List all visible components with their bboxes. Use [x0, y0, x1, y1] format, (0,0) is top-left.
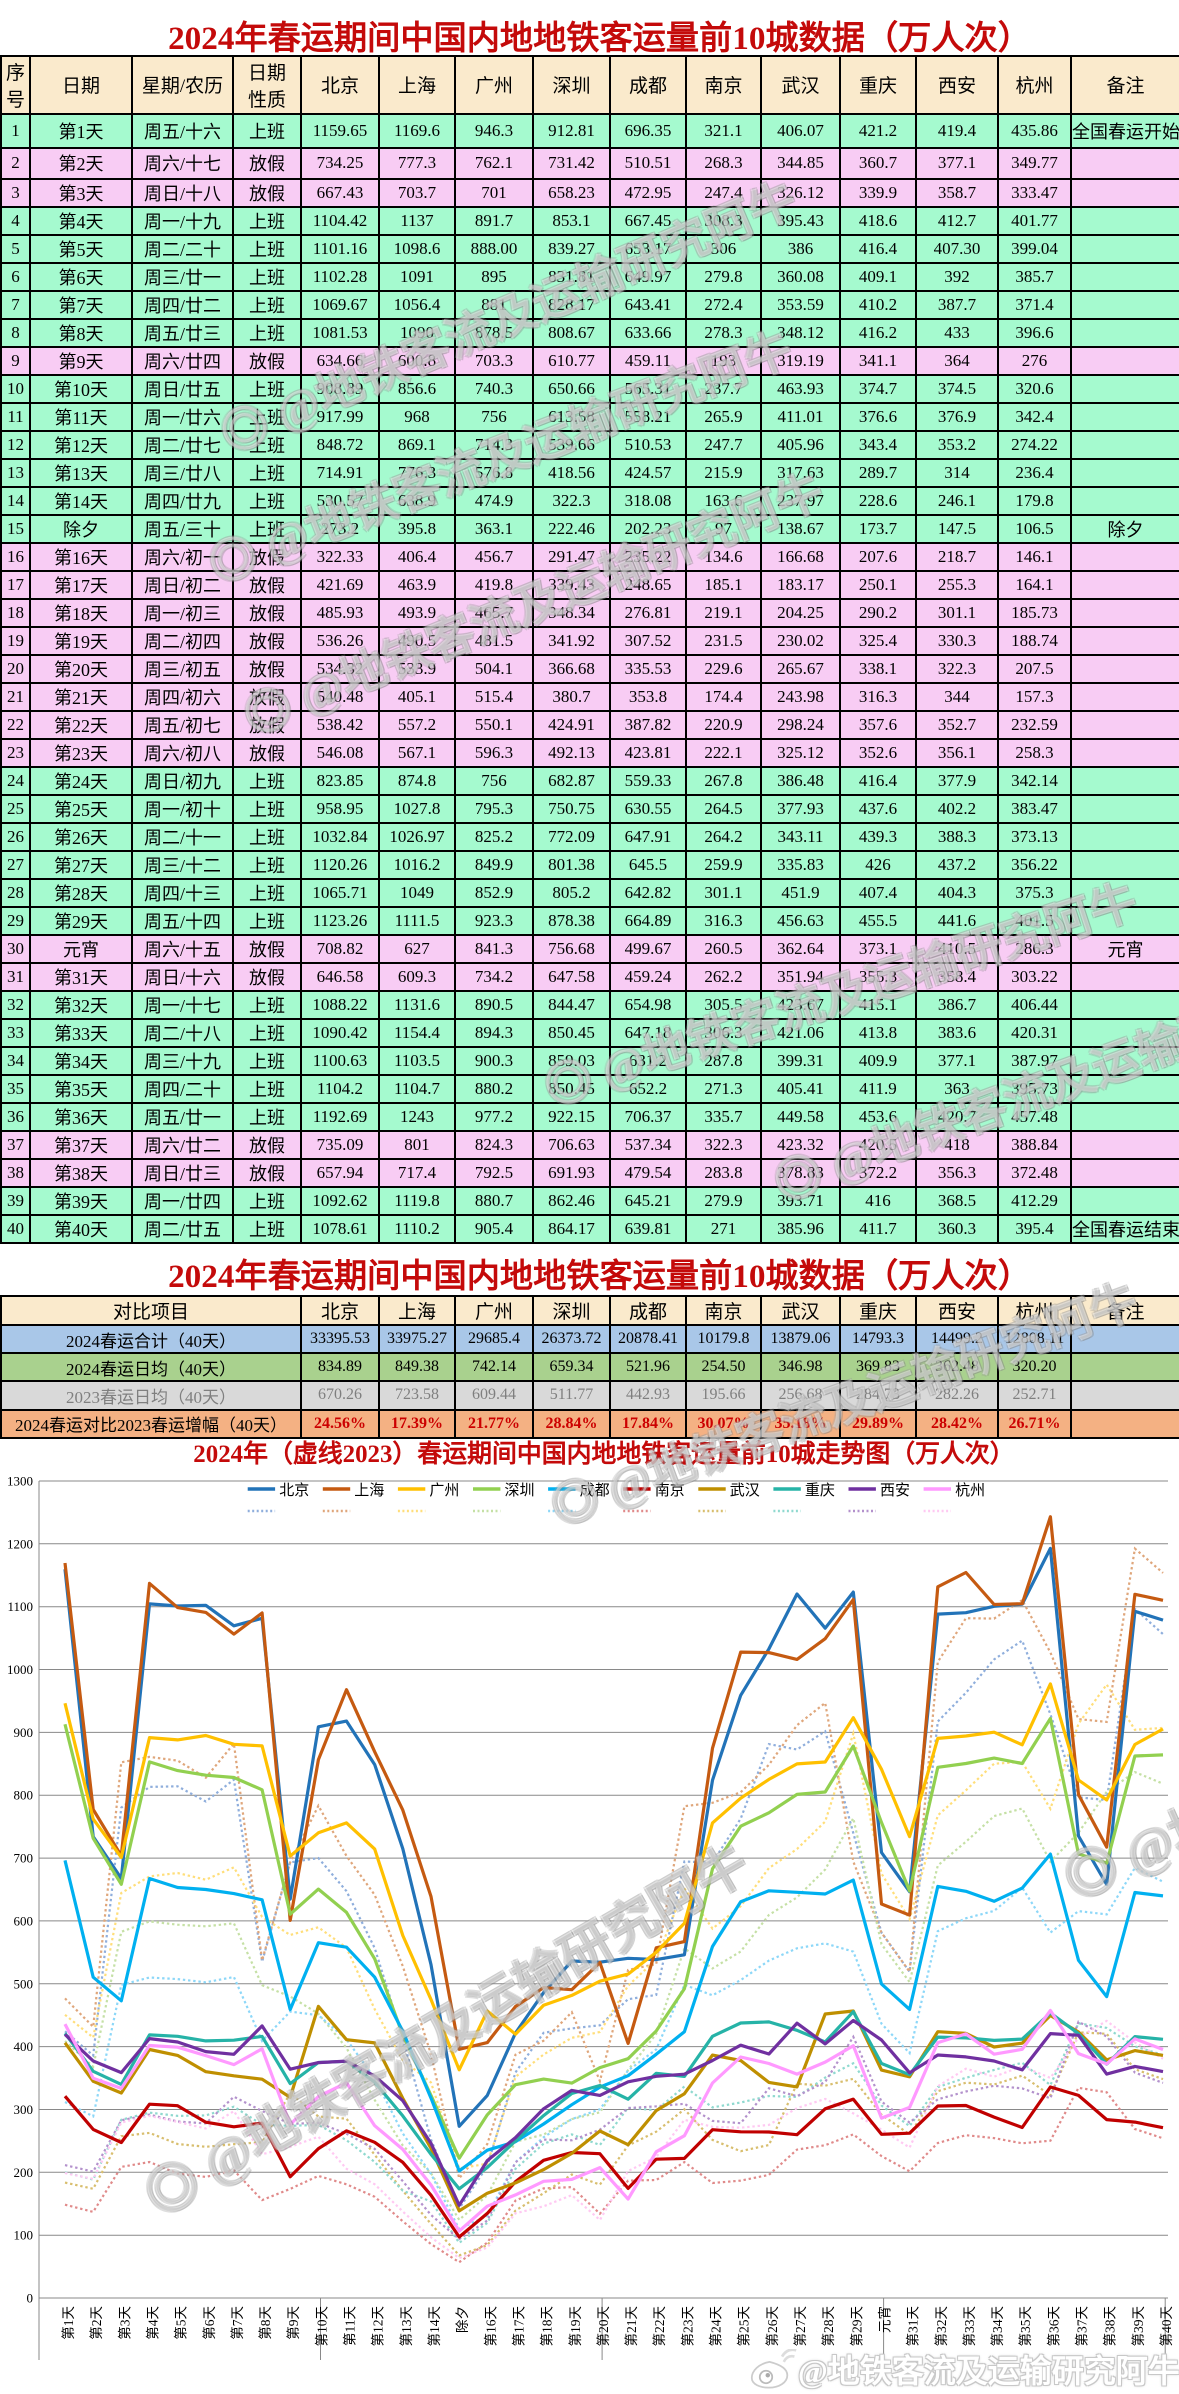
svg-text:200: 200 [14, 2165, 34, 2180]
svg-text:第35天: 第35天 [1017, 2306, 1033, 2347]
svg-text:1100: 1100 [7, 1599, 33, 1614]
svg-text:第31天: 第31天 [905, 2306, 921, 2347]
svg-text:第13天: 第13天 [398, 2306, 414, 2347]
svg-text:成都: 成都 [580, 1482, 610, 1499]
svg-text:第27天: 第27天 [792, 2306, 808, 2347]
svg-text:第39天: 第39天 [1130, 2306, 1146, 2347]
svg-text:第16天: 第16天 [482, 2306, 498, 2347]
svg-text:南京: 南京 [655, 1482, 685, 1499]
svg-text:第28天: 第28天 [820, 2306, 836, 2347]
svg-text:重庆: 重庆 [805, 1482, 835, 1499]
svg-text:第9天: 第9天 [285, 2306, 301, 2340]
svg-text:第19天: 第19天 [567, 2306, 583, 2347]
svg-text:第14天: 第14天 [426, 2306, 442, 2347]
svg-text:除夕: 除夕 [455, 2306, 470, 2333]
svg-text:元宵: 元宵 [877, 2306, 893, 2333]
svg-text:400: 400 [14, 2039, 34, 2054]
svg-text:深圳: 深圳 [505, 1482, 535, 1499]
svg-text:第8天: 第8天 [257, 2306, 273, 2340]
svg-text:第33天: 第33天 [961, 2306, 977, 2347]
svg-text:第2天: 第2天 [88, 2306, 104, 2340]
svg-text:第37天: 第37天 [1074, 2306, 1090, 2347]
svg-text:600: 600 [14, 1913, 34, 1928]
svg-text:第36天: 第36天 [1045, 2306, 1061, 2347]
svg-text:100: 100 [14, 2228, 34, 2243]
svg-text:西安: 西安 [880, 1482, 910, 1499]
svg-text:第5天: 第5天 [173, 2306, 189, 2340]
svg-text:武汉: 武汉 [730, 1482, 760, 1499]
svg-text:上海: 上海 [354, 1482, 384, 1499]
svg-text:杭州: 杭州 [955, 1482, 985, 1499]
svg-text:800: 800 [14, 1788, 34, 1803]
svg-text:第4天: 第4天 [145, 2306, 161, 2340]
svg-text:第26天: 第26天 [764, 2306, 780, 2347]
svg-text:1300: 1300 [7, 1474, 33, 1489]
svg-text:北京: 北京 [279, 1482, 309, 1499]
svg-text:第17天: 第17天 [511, 2306, 527, 2347]
svg-text:第34天: 第34天 [989, 2306, 1005, 2347]
svg-text:1000: 1000 [7, 1662, 33, 1677]
svg-text:700: 700 [14, 1851, 34, 1866]
svg-text:第32天: 第32天 [933, 2306, 949, 2347]
svg-text:第7天: 第7天 [229, 2306, 245, 2340]
svg-text:第24天: 第24天 [708, 2306, 724, 2347]
svg-text:900: 900 [14, 1725, 34, 1740]
svg-text:第18天: 第18天 [539, 2306, 555, 2347]
svg-text:第29天: 第29天 [848, 2306, 864, 2347]
svg-text:第12天: 第12天 [370, 2306, 386, 2347]
svg-text:2024年（虚线2023）春运期间中国内地地铁客运量前10城: 2024年（虚线2023）春运期间中国内地地铁客运量前10城走势图（万人次） [193, 1439, 1014, 1468]
svg-text:0: 0 [27, 2291, 34, 2306]
svg-text:第40天: 第40天 [1158, 2306, 1174, 2347]
svg-text:第20天: 第20天 [595, 2306, 611, 2347]
svg-text:第21天: 第21天 [623, 2306, 639, 2347]
svg-text:第11天: 第11天 [342, 2306, 358, 2346]
svg-text:第22天: 第22天 [651, 2306, 667, 2347]
svg-text:第38天: 第38天 [1102, 2306, 1118, 2347]
svg-text:300: 300 [14, 2102, 34, 2117]
svg-text:第23天: 第23天 [679, 2306, 695, 2347]
svg-text:1200: 1200 [7, 1536, 33, 1551]
svg-text:第25天: 第25天 [736, 2306, 752, 2347]
svg-text:第1天: 第1天 [60, 2306, 76, 2340]
svg-text:第10天: 第10天 [313, 2306, 329, 2347]
svg-text:第3天: 第3天 [116, 2306, 132, 2340]
svg-text:500: 500 [14, 1976, 34, 1991]
svg-text:广州: 广州 [429, 1482, 459, 1499]
svg-text:第6天: 第6天 [201, 2306, 217, 2340]
